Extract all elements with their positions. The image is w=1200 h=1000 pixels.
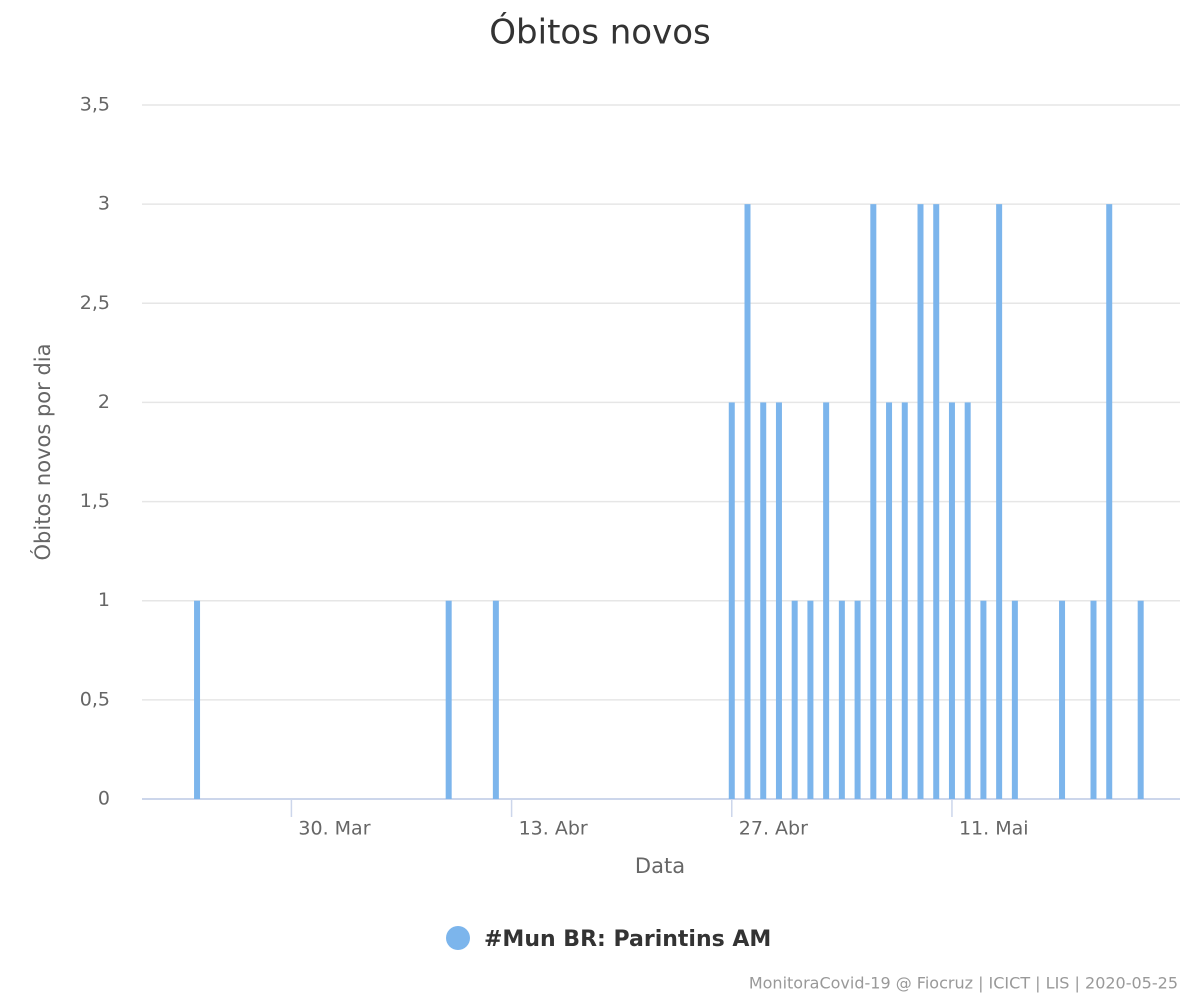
bar (194, 600, 201, 799)
y-tick-label: 2 (98, 391, 110, 413)
y-tick-label: 1,5 (80, 490, 110, 512)
x-tick-label: 30. Mar (298, 818, 370, 840)
y-tick-label: 1 (98, 589, 110, 611)
bar (807, 600, 814, 799)
bar (760, 402, 767, 799)
bar (1090, 600, 1097, 799)
y-tick-label: 3 (98, 193, 110, 215)
chart-title: Óbitos novos (489, 12, 710, 53)
bar (901, 402, 908, 799)
bar (933, 204, 940, 800)
bar (838, 600, 845, 799)
legend-label: #Mun BR: Parintins AM (484, 927, 771, 952)
bar (823, 402, 830, 799)
bar (964, 402, 971, 799)
bar (492, 600, 499, 799)
bar (1059, 600, 1066, 799)
y-tick-label: 3,5 (80, 94, 110, 116)
legend-marker (446, 926, 470, 950)
y-tick-label: 0,5 (80, 688, 110, 710)
x-tick-label: 27. Abr (739, 818, 808, 840)
bar (948, 402, 955, 799)
bar (886, 402, 893, 799)
credits: MonitoraCovid-19 @ Fiocruz | ICICT | LIS… (749, 974, 1178, 993)
bar (1011, 600, 1018, 799)
bar (1137, 600, 1144, 799)
bar (980, 600, 987, 799)
bar (854, 600, 861, 799)
bar (917, 204, 924, 800)
bar (775, 402, 782, 799)
bar (791, 600, 798, 799)
x-tick-label: 11. Mai (959, 818, 1029, 840)
bar (996, 204, 1003, 800)
bar (870, 204, 877, 800)
bar (445, 600, 452, 799)
y-tick-label: 2,5 (80, 292, 110, 314)
x-tick-label: 13. Abr (519, 818, 588, 840)
bar (744, 204, 751, 800)
x-axis-title: Data (635, 854, 685, 878)
bar (1106, 204, 1113, 800)
bar (728, 402, 735, 799)
y-tick-label: 0 (98, 788, 110, 810)
y-axis-title: Óbitos novos por dia (30, 344, 55, 561)
